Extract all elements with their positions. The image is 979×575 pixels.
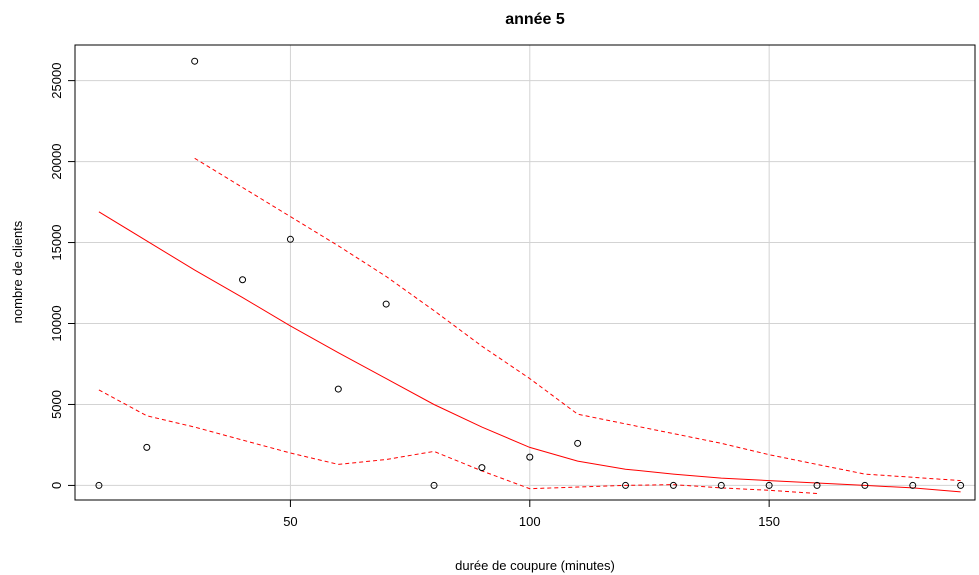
data-point xyxy=(334,385,342,393)
data-point xyxy=(574,439,582,447)
y-tick-label: 5000 xyxy=(49,390,64,419)
data-point xyxy=(669,481,677,489)
y-axis-label: nombre de clients xyxy=(10,220,25,323)
y-tick-label: 15000 xyxy=(49,224,64,260)
data-point xyxy=(622,481,630,489)
data-point xyxy=(95,481,103,489)
y-tick-label: 0 xyxy=(49,482,64,489)
lower-band-line xyxy=(98,389,818,494)
upper-band-line xyxy=(194,157,961,482)
data-point xyxy=(909,481,917,489)
data-point xyxy=(239,276,247,284)
y-tick-label: 20000 xyxy=(49,144,64,180)
data-point xyxy=(191,57,199,65)
data-point xyxy=(143,443,151,451)
chart-title: année 5 xyxy=(505,11,565,28)
data-point xyxy=(430,481,438,489)
data-point xyxy=(717,481,725,489)
plot-series xyxy=(95,57,965,494)
data-point xyxy=(765,481,773,489)
axes: 50 100 150 0 5000 10000 15000 20000 25000 xyxy=(49,63,780,529)
fit-line xyxy=(98,211,961,493)
data-point xyxy=(286,235,294,243)
data-point xyxy=(526,453,534,461)
data-point xyxy=(861,481,869,489)
x-tick-label: 100 xyxy=(519,514,541,529)
data-point xyxy=(382,300,390,308)
plot-box xyxy=(74,44,976,501)
data-point xyxy=(813,481,821,489)
grid-lines xyxy=(75,45,975,500)
y-tick-label: 25000 xyxy=(49,63,64,99)
data-point xyxy=(957,481,965,489)
x-tick-label: 50 xyxy=(283,514,297,529)
x-tick-label: 150 xyxy=(758,514,780,529)
x-axis-label: durée de coupure (minutes) xyxy=(455,558,615,573)
data-point xyxy=(478,464,486,472)
y-tick-label: 10000 xyxy=(49,305,64,341)
